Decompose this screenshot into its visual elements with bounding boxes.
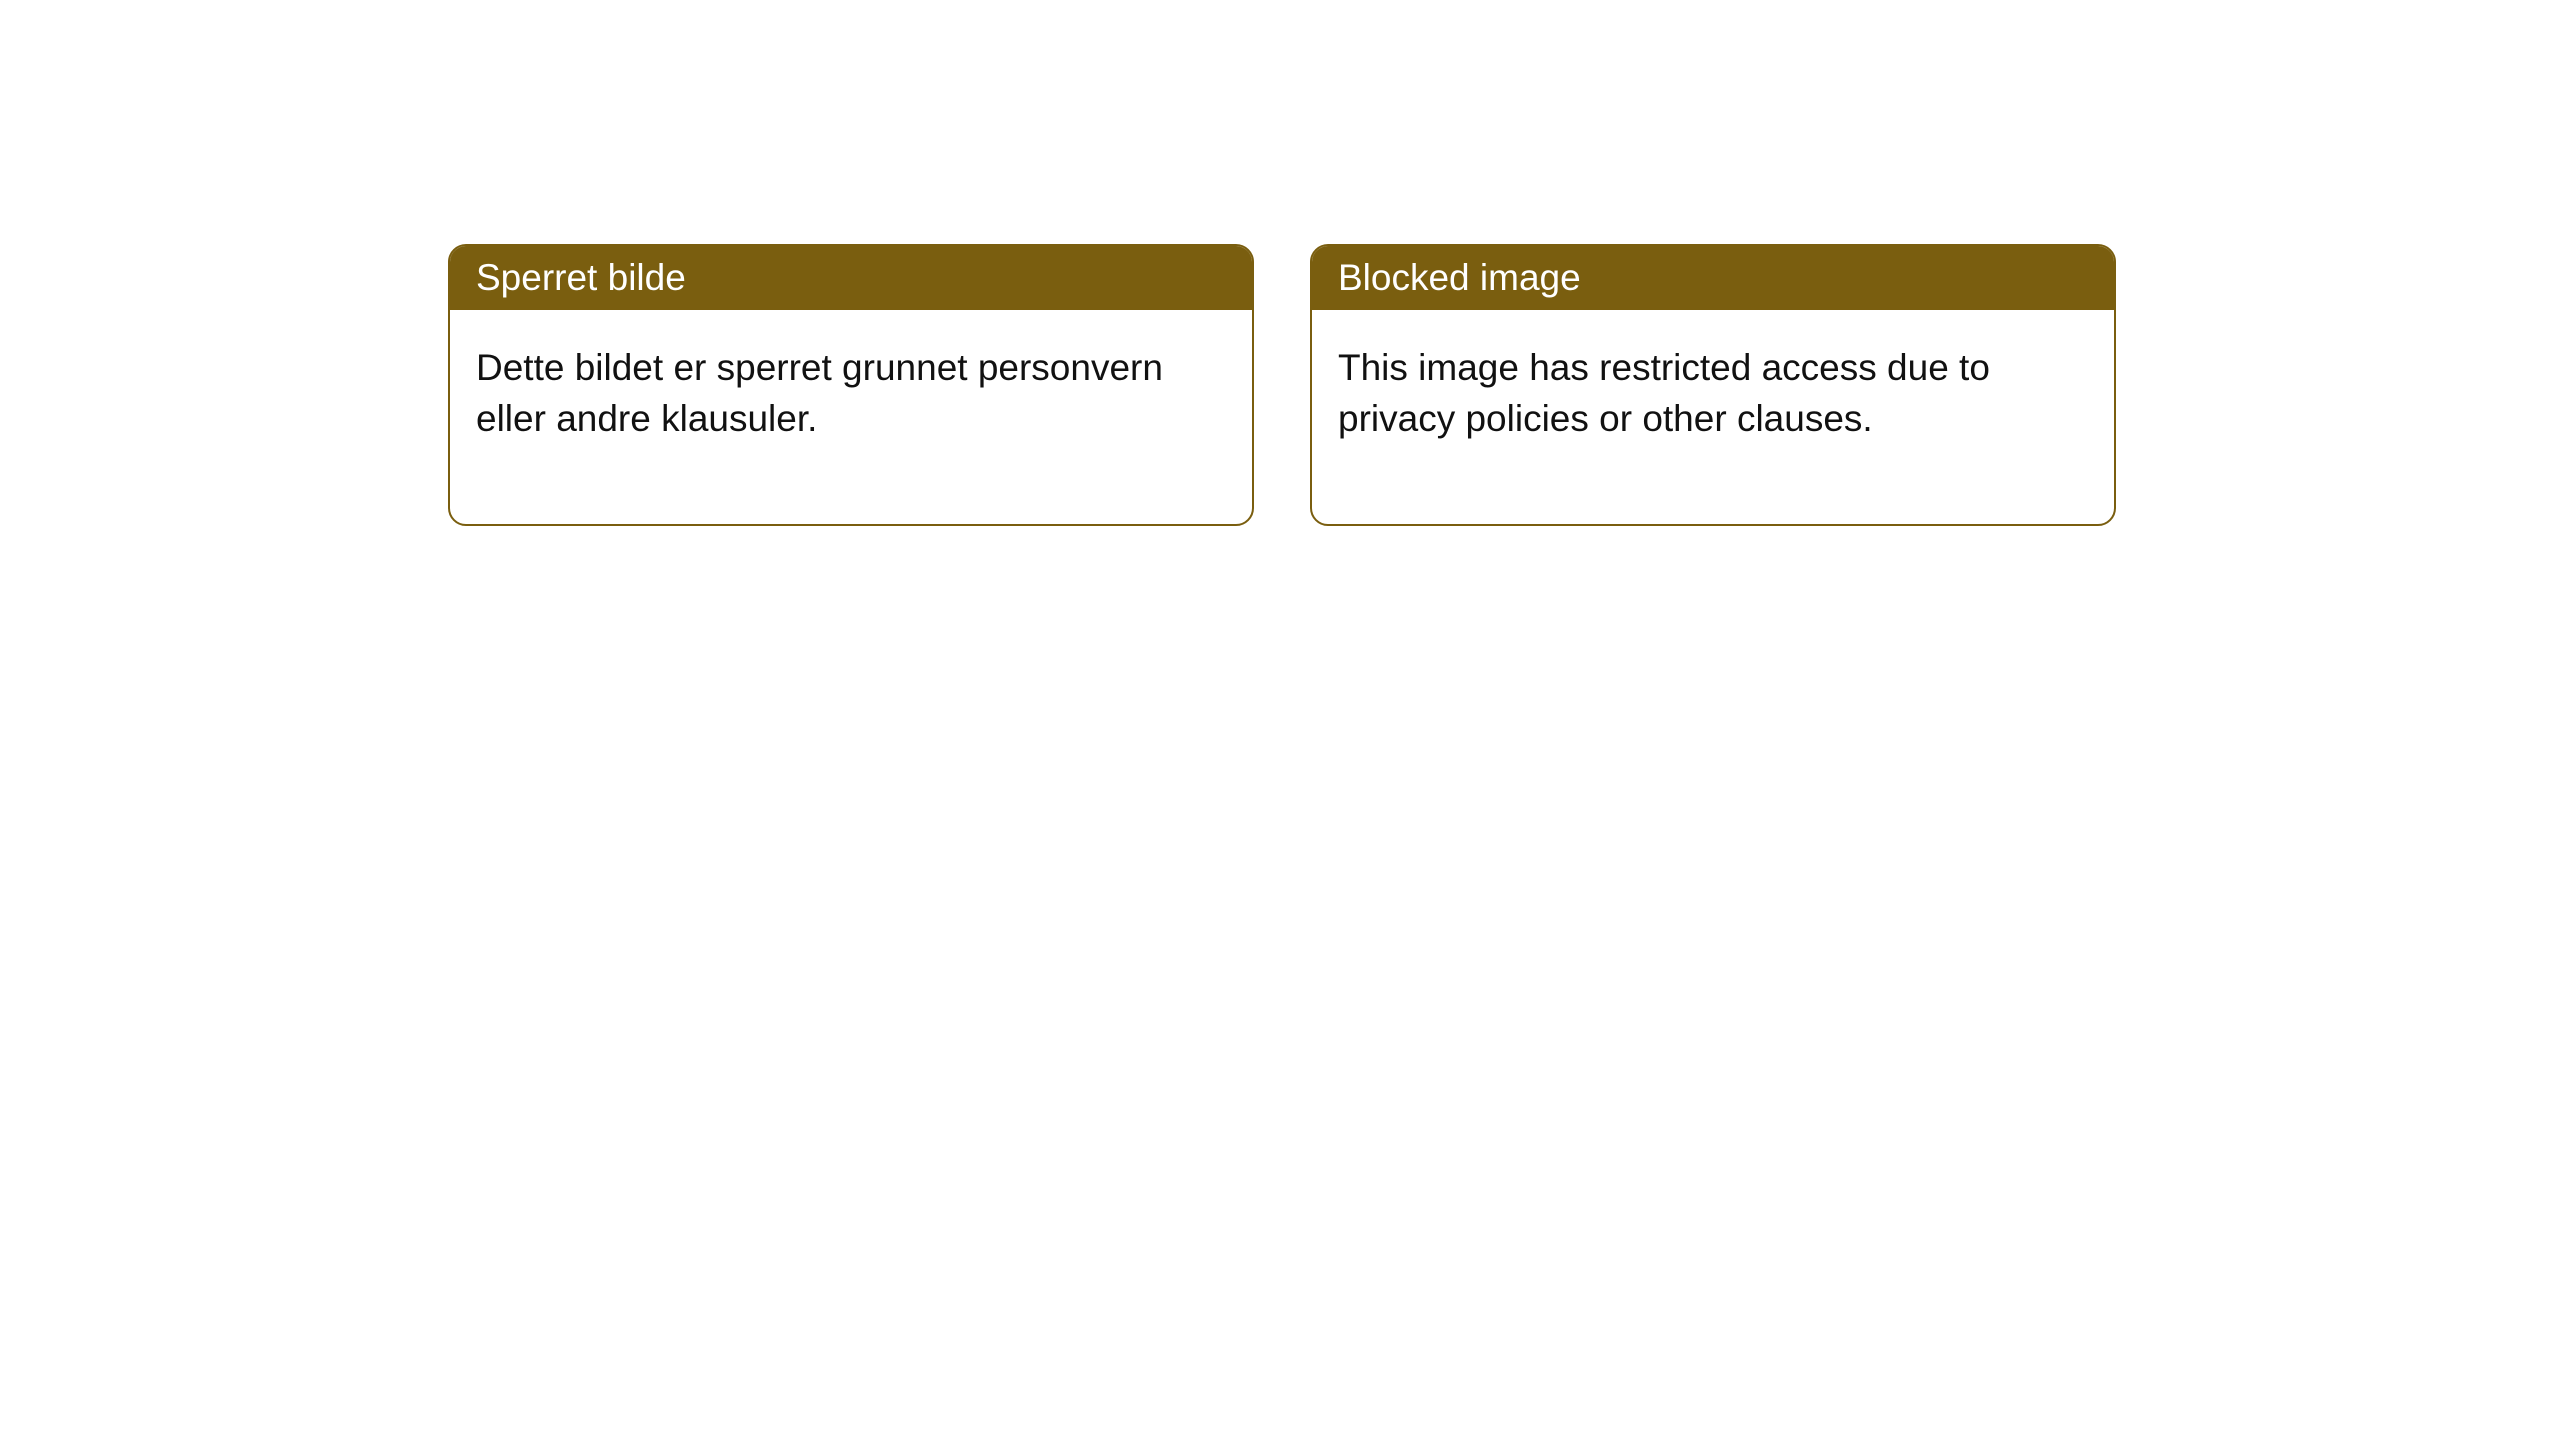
card-body-no: Dette bildet er sperret grunnet personve…: [450, 310, 1252, 524]
blocked-image-card-no: Sperret bilde Dette bildet er sperret gr…: [448, 244, 1254, 526]
blocked-image-notice-container: Sperret bilde Dette bildet er sperret gr…: [448, 244, 2116, 526]
card-body-text-en: This image has restricted access due to …: [1338, 347, 1990, 439]
card-header-en: Blocked image: [1312, 246, 2114, 310]
card-body-text-no: Dette bildet er sperret grunnet personve…: [476, 347, 1163, 439]
blocked-image-card-en: Blocked image This image has restricted …: [1310, 244, 2116, 526]
card-body-en: This image has restricted access due to …: [1312, 310, 2114, 524]
card-header-no: Sperret bilde: [450, 246, 1252, 310]
card-title-no: Sperret bilde: [476, 257, 686, 298]
card-title-en: Blocked image: [1338, 257, 1581, 298]
